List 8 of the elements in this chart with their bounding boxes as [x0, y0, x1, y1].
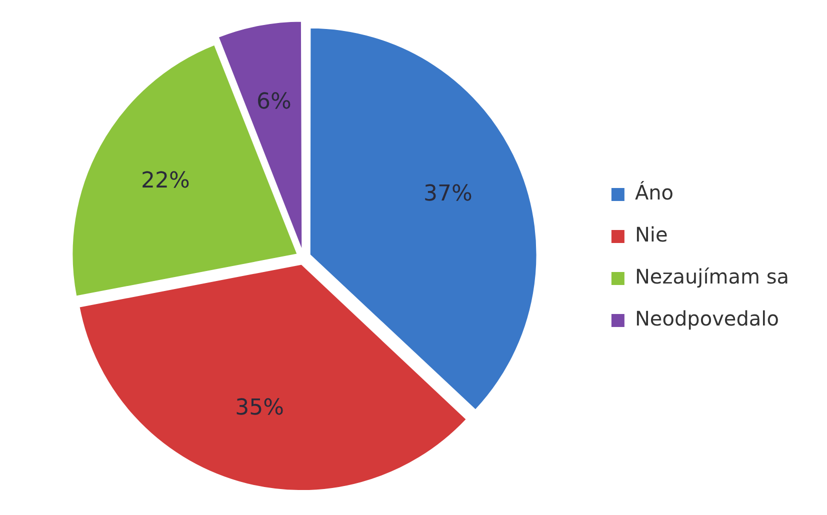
data-label: 37% — [424, 182, 472, 207]
data-label: 6% — [256, 90, 292, 115]
legend-label: Nezaujímam sa — [634, 264, 789, 289]
data-label: 22% — [140, 168, 190, 194]
legend-label: Nie — [634, 222, 668, 247]
data-label: 35% — [235, 395, 284, 420]
legend-label: Neodpovedalo — [634, 306, 779, 331]
legend-label: Áno — [634, 180, 674, 205]
